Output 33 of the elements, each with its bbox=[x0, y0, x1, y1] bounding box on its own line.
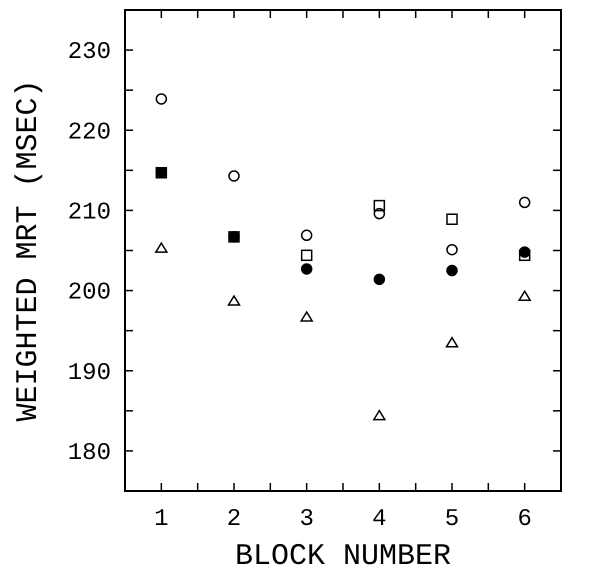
point bbox=[373, 410, 386, 420]
x-tick-label: 1 bbox=[154, 506, 169, 533]
point bbox=[374, 208, 386, 220]
y-tick-label: 210 bbox=[68, 199, 111, 226]
point bbox=[300, 311, 313, 322]
point bbox=[446, 264, 458, 276]
y-tick-label: 230 bbox=[68, 39, 111, 66]
point bbox=[228, 170, 240, 182]
point bbox=[300, 230, 312, 242]
y-tick-label: 220 bbox=[68, 119, 111, 146]
point bbox=[374, 274, 386, 286]
x-tick-label: 2 bbox=[226, 506, 242, 533]
point bbox=[300, 250, 312, 262]
y-tick-label: 190 bbox=[68, 360, 111, 387]
point bbox=[518, 290, 531, 301]
x-tick-label: 6 bbox=[517, 506, 532, 533]
point bbox=[446, 336, 458, 348]
x-tick-label: 5 bbox=[444, 506, 460, 533]
point bbox=[518, 250, 530, 262]
point bbox=[446, 213, 458, 225]
point bbox=[446, 244, 458, 256]
point bbox=[518, 196, 530, 208]
point bbox=[228, 295, 240, 306]
point bbox=[155, 242, 168, 253]
point bbox=[300, 263, 312, 275]
x-tick-label: 4 bbox=[372, 506, 387, 533]
x-tick-label: 3 bbox=[299, 506, 314, 533]
y-axis-title: WEIGHTED MRT (MSEC) bbox=[12, 79, 46, 422]
point bbox=[156, 93, 168, 105]
point bbox=[374, 200, 386, 212]
y-tick-label: 180 bbox=[68, 440, 111, 467]
x-axis-title: BLOCK NUMBER bbox=[234, 540, 452, 574]
y-tick-label: 200 bbox=[68, 280, 111, 307]
